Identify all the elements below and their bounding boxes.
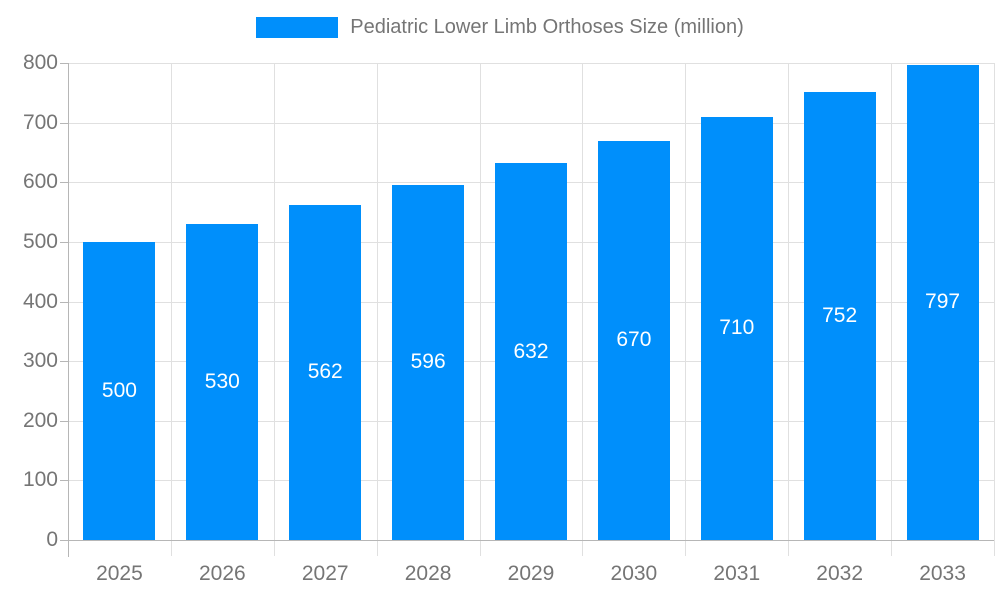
- x-axis-label: 2028: [404, 562, 452, 585]
- bar-2025[interactable]: [83, 241, 156, 540]
- x-axis-label: 2025: [96, 562, 143, 585]
- x-tick: [479, 540, 481, 556]
- v-gridline: [685, 63, 687, 540]
- v-gridline: [170, 63, 172, 540]
- x-axis-label: 2027: [301, 562, 349, 585]
- y-tick: [60, 63, 68, 64]
- bar-value-label: 670: [616, 328, 652, 352]
- x-tick: [170, 540, 172, 556]
- bar-value-label: 562: [307, 360, 343, 384]
- bar-2029[interactable]: [495, 163, 567, 540]
- bar-2026[interactable]: [186, 223, 259, 540]
- y-tick: [60, 540, 68, 541]
- bar-2031[interactable]: [700, 116, 773, 540]
- x-axis-label: 2030: [610, 562, 658, 585]
- v-gridline: [273, 63, 275, 540]
- x-tick: [273, 540, 275, 556]
- y-tick: [60, 480, 68, 482]
- x-axis-line: [68, 540, 994, 541]
- bar-value-label: 752: [822, 303, 858, 327]
- y-tick: [60, 122, 68, 124]
- bar-value-label: 710: [719, 316, 755, 340]
- v-gridline: [376, 63, 378, 540]
- x-axis-label: 2032: [816, 562, 864, 585]
- x-tick: [891, 540, 893, 556]
- y-tick: [60, 182, 68, 184]
- bar-2032[interactable]: [803, 91, 876, 540]
- y-tick: [60, 241, 68, 243]
- v-gridline: [788, 63, 790, 540]
- bar-value-label: 632: [513, 339, 549, 363]
- bar-2027[interactable]: [289, 204, 362, 540]
- bar-value-label: 530: [204, 369, 240, 393]
- x-tick: [788, 540, 790, 556]
- y-axis-line: [68, 63, 69, 557]
- v-gridline: [891, 63, 893, 540]
- y-tick: [60, 301, 68, 303]
- chart-legend[interactable]: Pediatric Lower Limb Orthoses Size (mill…: [0, 16, 1000, 39]
- bar-value-label: 500: [101, 378, 137, 402]
- y-axis-label: 300: [22, 349, 58, 373]
- v-gridline: [479, 63, 481, 540]
- x-axis-label: 2029: [507, 562, 555, 585]
- y-axis-label: 200: [22, 408, 58, 432]
- y-axis-label: 700: [22, 110, 58, 134]
- v-gridline: [582, 63, 584, 540]
- bar-2030[interactable]: [597, 140, 670, 540]
- y-axis-label: 500: [22, 229, 58, 253]
- h-gridline: [68, 122, 994, 124]
- bar-value-label: 797: [925, 290, 961, 314]
- x-tick: [582, 540, 584, 556]
- x-tick: [376, 540, 378, 556]
- y-tick: [60, 361, 68, 363]
- h-gridline: [68, 63, 994, 64]
- x-axis-label: 2026: [198, 562, 246, 585]
- bar-2028[interactable]: [392, 184, 465, 540]
- bar-value-label: 596: [410, 350, 446, 374]
- x-axis-label: 2031: [713, 562, 761, 585]
- bar-2033[interactable]: [906, 64, 979, 540]
- x-tick: [994, 540, 995, 556]
- y-axis-label: 600: [22, 170, 58, 194]
- legend-swatch: [256, 17, 339, 38]
- y-axis-label: 100: [22, 468, 58, 492]
- x-tick: [685, 540, 687, 556]
- legend-label: Pediatric Lower Limb Orthoses Size (mill…: [350, 16, 744, 38]
- y-tick: [60, 420, 68, 422]
- v-gridline: [994, 63, 995, 540]
- y-axis-label: 0: [46, 528, 58, 551]
- y-axis-label: 800: [22, 51, 58, 74]
- y-axis-label: 400: [22, 289, 58, 313]
- x-axis-label: 2033: [919, 562, 966, 585]
